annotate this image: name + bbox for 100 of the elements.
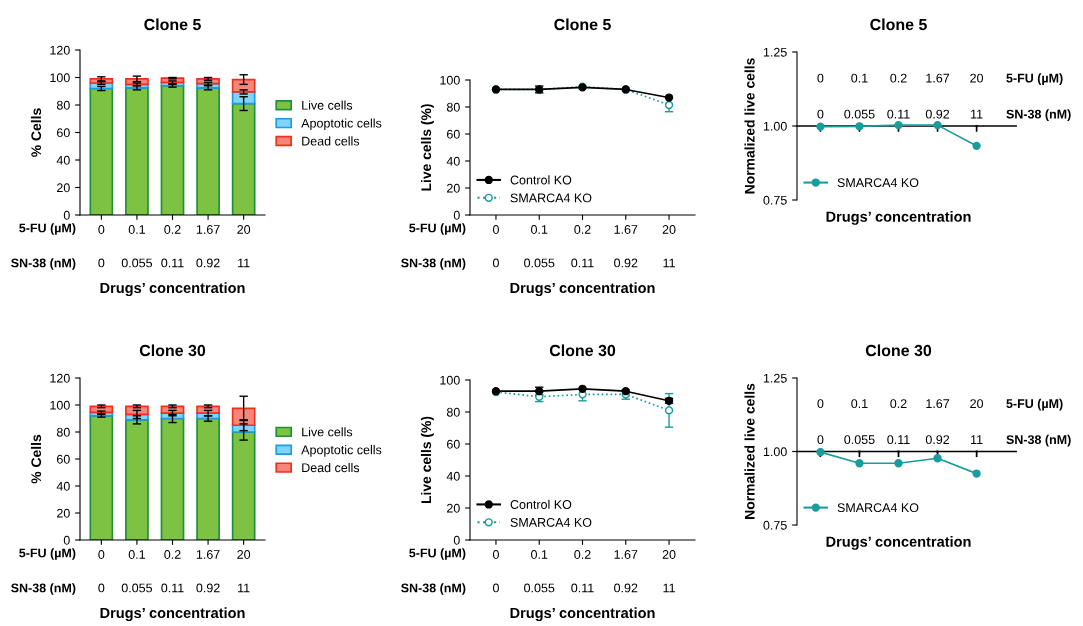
category-label: 20 11: [237, 550, 251, 593]
legend-label: Live cells: [302, 427, 353, 437]
category-label: 20 11: [662, 225, 676, 268]
category-label: 1.67 0.92: [925, 399, 950, 445]
y-tick-label: 0.75: [763, 195, 787, 205]
category-label: 1.67 0.92: [196, 550, 220, 593]
y-tick-label: 1.25: [763, 373, 787, 383]
category-label: 0.2 0.11: [887, 73, 910, 119]
legend-label: Dead cells: [302, 136, 360, 146]
text: SN-38 (nM): [401, 258, 466, 270]
y-tick-label: 20: [447, 503, 460, 513]
y-tick-label: 60: [57, 454, 70, 464]
y-tick-label: 100: [440, 75, 460, 85]
category-label: 20 11: [237, 225, 251, 268]
y-tick-label: 100: [50, 400, 70, 410]
category-label: 0.2 0.11: [887, 399, 910, 445]
legend-label: Dead cells: [302, 462, 360, 473]
legend-label: Live cells: [302, 100, 353, 110]
category-label: 0 0: [817, 73, 824, 119]
chart-title: Clone 5: [870, 18, 927, 31]
y-tick-label: 20: [57, 183, 70, 193]
y-tick-label: 80: [56, 100, 70, 110]
text: 5-FU (µM): [19, 548, 76, 560]
category-label: 20 11: [662, 550, 676, 593]
category-label: 0.2 0.11: [161, 550, 184, 593]
annotation: 5-FU (µM): [1006, 73, 1063, 85]
y-tick-label: 40: [56, 155, 70, 165]
category-label: 0 0: [98, 225, 105, 268]
y-tick-label: 1.00: [763, 447, 787, 457]
category-label: 0.1 0.055: [844, 73, 875, 119]
text: 5-FU (µM): [409, 548, 466, 560]
annotation: SN-38 (nM): [1006, 434, 1071, 447]
y-tick-label: 100: [440, 375, 460, 385]
y-tick-label: 100: [50, 73, 70, 83]
y-axis-title: Live cells (%): [420, 416, 434, 504]
annotation: SN-38 (nM): [1006, 109, 1071, 121]
category-label: 0.1 0.055: [524, 550, 555, 593]
y-tick-label: 20: [447, 183, 460, 193]
y-tick-label: 120: [50, 373, 70, 383]
y-tick-label: 0.75: [763, 520, 787, 530]
y-tick-label: 60: [57, 128, 70, 138]
legend-label: SMARCA4 KO: [510, 517, 592, 527]
y-tick-label: 0: [453, 210, 460, 220]
legend-label: Apoptotic cells: [301, 118, 382, 131]
category-label: 1.67 0.92: [196, 225, 220, 268]
y-axis-title: Normalized live cells: [744, 383, 755, 519]
y-tick-label: 40: [56, 481, 70, 491]
legend-label: SMARCA4 KO: [837, 503, 919, 513]
chart-title: Clone 30: [139, 344, 206, 357]
y-tick-label: 0: [63, 535, 70, 545]
category-label: 0 0: [817, 399, 824, 445]
y-axis-title: Normalized live cells: [744, 58, 755, 194]
category-label: 0.1 0.055: [121, 550, 153, 593]
y-tick-label: 80: [56, 427, 70, 437]
y-tick-label: 1.25: [763, 47, 787, 57]
x-axis-title: Drugs’ concentration: [826, 536, 971, 550]
text: SN-38 (nM): [11, 583, 76, 595]
category-label: 0.2 0.11: [571, 225, 594, 268]
y-tick-label: 60: [447, 129, 460, 139]
legend-label: Apoptotic cells: [301, 445, 382, 457]
category-label: 0.1 0.055: [524, 225, 555, 268]
category-label: 0.1 0.055: [121, 225, 153, 268]
y-tick-label: 0: [453, 535, 460, 545]
category-label: 1.67 0.92: [614, 550, 638, 593]
legend-label: Control KO: [510, 175, 572, 185]
x-axis-title: Drugs’ concentration: [100, 282, 245, 297]
category-label: 0.2 0.11: [161, 225, 184, 268]
y-tick-label: 40: [446, 156, 460, 166]
x-axis-title: Drugs’ concentration: [510, 607, 655, 622]
y-tick-label: 120: [50, 45, 70, 55]
category-label: 1.67 0.92: [614, 225, 638, 268]
chart-title: Clone 5: [554, 18, 611, 31]
y-tick-label: 40: [446, 471, 460, 481]
x-axis-title: Drugs’ concentration: [100, 607, 245, 622]
category-label: 1.67 0.92: [925, 73, 950, 119]
category-label: 0 0: [98, 550, 105, 593]
category-label: 0 0: [492, 225, 499, 268]
y-axis-title: % Cells: [30, 108, 42, 157]
y-axis-title: Live cells (%): [420, 104, 434, 191]
category-label: 0.1 0.055: [844, 399, 875, 445]
legend-label: SMARCA4 KO: [837, 178, 919, 188]
text: 5-FU (µM): [19, 223, 76, 235]
chart-title: Clone 30: [865, 344, 932, 357]
legend-label: SMARCA4 KO: [510, 193, 592, 203]
y-tick-label: 1.00: [763, 121, 787, 131]
legend-label: Control KO: [510, 499, 572, 509]
text: SN-38 (nM): [11, 258, 76, 270]
y-tick-label: 20: [57, 508, 70, 518]
y-tick-label: 80: [446, 102, 460, 112]
text: 5-FU (µM): [409, 223, 466, 235]
category-label: 20 11: [970, 73, 984, 119]
y-tick-label: 80: [446, 407, 460, 417]
category-label: 0 0: [492, 550, 499, 593]
x-axis-title: Drugs’ concentration: [826, 211, 971, 225]
category-label: 20 11: [970, 399, 984, 444]
y-tick-label: 0: [63, 210, 70, 220]
text: SN-38 (nM): [401, 583, 466, 595]
y-tick-label: 60: [447, 439, 460, 449]
chart-title: Clone 5: [144, 18, 201, 31]
y-axis-title: % Cells: [30, 434, 42, 484]
